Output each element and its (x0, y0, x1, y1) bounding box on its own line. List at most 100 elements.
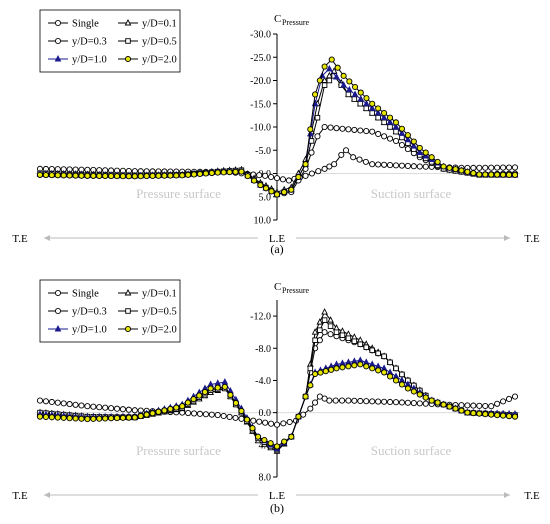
data-point (511, 171, 519, 178)
data-point (331, 161, 338, 168)
data-point (295, 413, 302, 420)
data-point (207, 385, 214, 392)
data-point (500, 171, 507, 178)
pressure-surface-label: Pressure surface (136, 186, 221, 201)
y-tick-label: 8.0 (259, 473, 272, 484)
data-point (476, 171, 483, 178)
data-point (108, 173, 115, 180)
data-point (333, 365, 340, 372)
data-point (285, 177, 292, 184)
data-point (226, 169, 233, 176)
data-point (302, 172, 309, 179)
data-point (345, 126, 352, 133)
data-point (404, 162, 411, 169)
data-point (322, 368, 329, 375)
data-point (321, 317, 328, 323)
y-axis-label-subscript: Pressure (282, 18, 310, 27)
data-point (315, 168, 322, 175)
data-point (381, 353, 387, 360)
data-point (398, 381, 406, 388)
data-point (308, 149, 315, 156)
data-point (488, 171, 495, 178)
data-point (380, 113, 388, 121)
data-point (488, 164, 495, 171)
data-point (327, 331, 334, 338)
data-point (357, 95, 365, 102)
data-point (375, 130, 382, 138)
data-point (505, 413, 513, 420)
x-label-right-te: T.E (524, 490, 540, 502)
data-point (352, 83, 359, 91)
data-point (328, 56, 335, 63)
legend-entry: y/D=1.0 (72, 325, 107, 336)
y-tick-label: -8.0 (255, 344, 271, 355)
data-point (422, 163, 429, 170)
y-tick-label: -12.0 (250, 312, 271, 323)
data-point (321, 123, 328, 131)
data-point (143, 411, 150, 418)
legend: Single y/D=0.1 y/D=0.3 y/D=0.5 y/D=1.0 y/D=2.… (39, 9, 181, 73)
data-point (161, 172, 168, 179)
data-point (494, 412, 501, 419)
data-point (332, 397, 339, 404)
data-point (511, 393, 519, 400)
y-tick-label: -5.0 (255, 146, 271, 157)
data-point (312, 91, 319, 98)
data-point (505, 164, 513, 171)
data-point (363, 95, 370, 102)
legend-marker (54, 37, 62, 45)
data-point (321, 329, 328, 336)
data-point (458, 167, 465, 174)
data-point (381, 110, 388, 117)
data-point (500, 164, 507, 171)
data-point (312, 337, 318, 343)
data-point (440, 401, 447, 408)
data-point (357, 89, 364, 96)
data-point (307, 365, 314, 372)
data-point (410, 138, 417, 145)
data-point (357, 127, 364, 134)
legend-entry: y/D=1.0 (72, 55, 107, 66)
data-point (72, 415, 79, 422)
data-point (410, 388, 417, 395)
data-point (333, 329, 340, 335)
data-point (96, 404, 103, 411)
y-axis-label: C (274, 13, 281, 25)
data-point (119, 414, 126, 421)
data-point (201, 388, 209, 396)
data-point (464, 409, 471, 416)
data-point (398, 141, 406, 149)
data-point (137, 173, 144, 180)
data-point (167, 405, 174, 413)
data-point (185, 171, 192, 178)
data-point (357, 397, 364, 405)
data-point (350, 154, 357, 161)
data-point (281, 189, 288, 196)
data-point (196, 392, 203, 399)
data-point (108, 415, 115, 422)
data-point (345, 91, 352, 98)
legend-marker (54, 325, 62, 332)
data-point (328, 366, 335, 373)
data-point (386, 118, 394, 125)
data-point (334, 64, 341, 71)
data-point (102, 172, 109, 180)
data-point (84, 403, 91, 410)
data-point (312, 399, 319, 406)
legend-marker (54, 55, 62, 62)
data-point (307, 382, 314, 389)
data-point (308, 170, 315, 177)
data-point (357, 361, 364, 368)
data-point (66, 415, 73, 422)
data-point (125, 406, 132, 413)
data-point (488, 403, 495, 410)
data-point (119, 406, 126, 413)
data-point (42, 398, 49, 405)
data-point (84, 416, 91, 423)
data-point (90, 172, 97, 179)
data-point (362, 158, 369, 165)
legend-marker (125, 38, 131, 44)
data-point (243, 416, 251, 423)
data-point (42, 171, 49, 179)
data-point (351, 96, 358, 102)
